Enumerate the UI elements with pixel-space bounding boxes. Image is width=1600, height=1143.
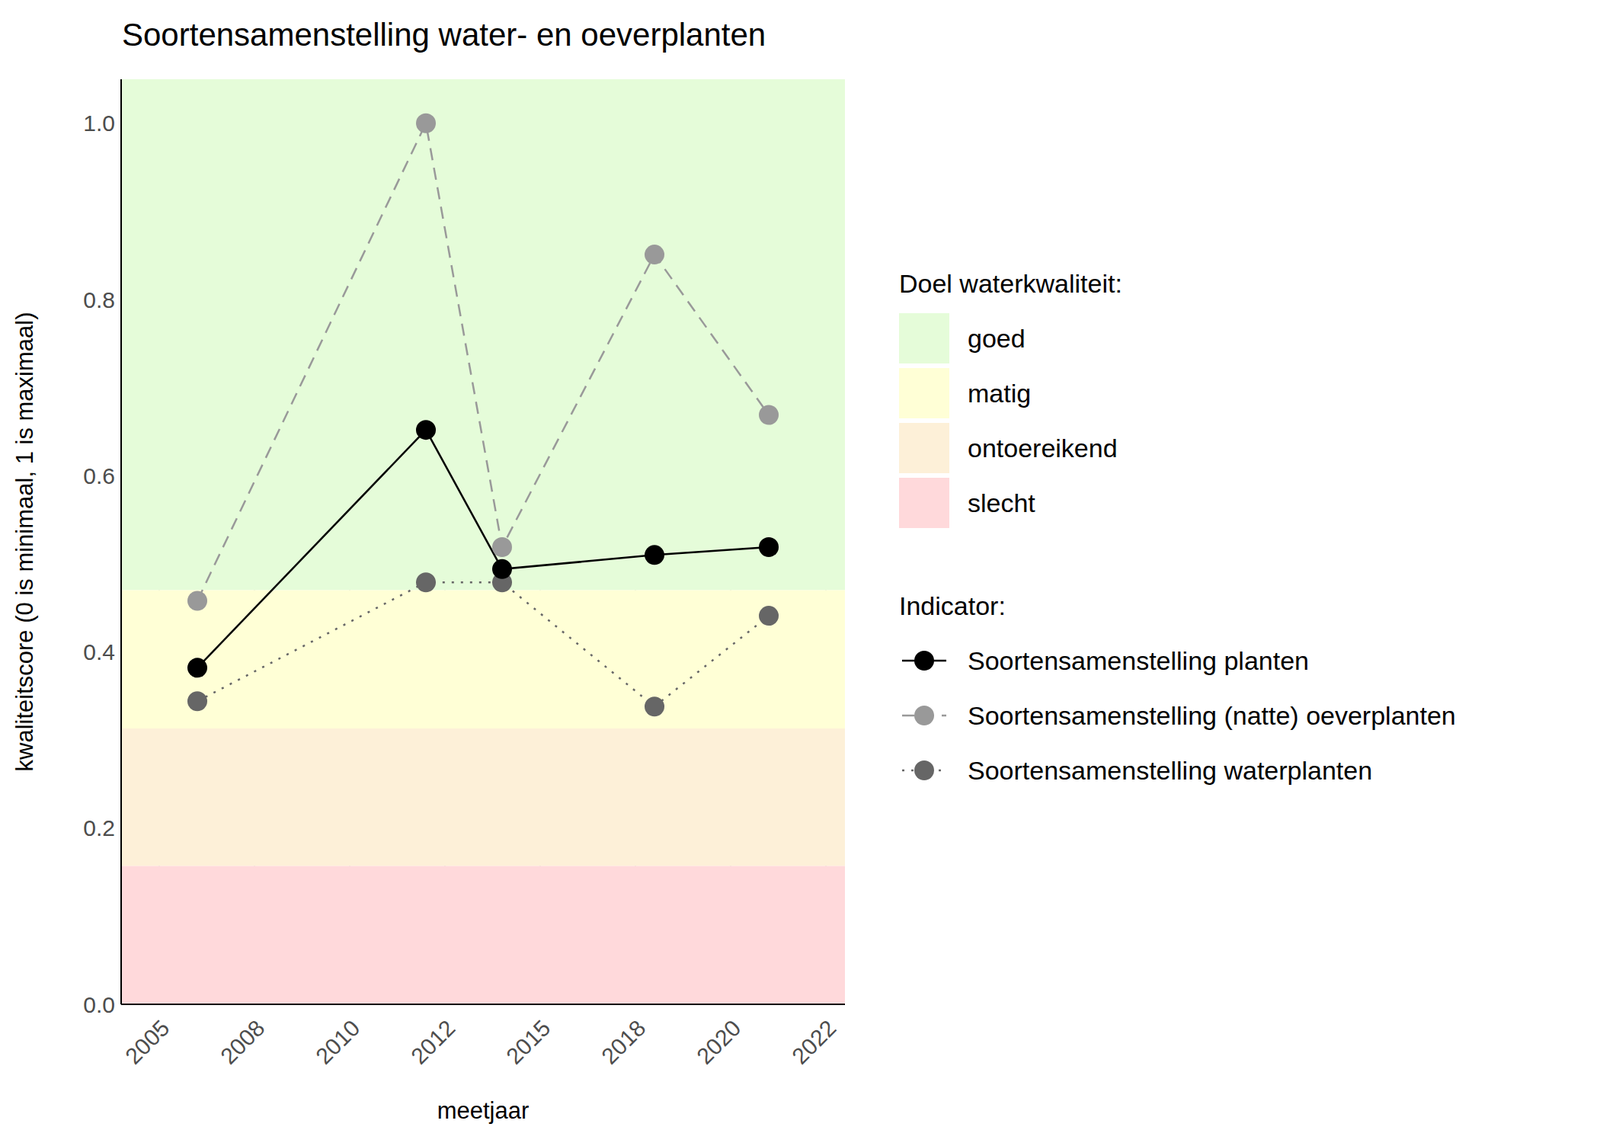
html-text:ontoereikend: ontoereikend — [967, 433, 1118, 463]
svg-text:2008: 2008 — [215, 1014, 270, 1069]
html-text:Soortensamenstelling planten: Soortensamenstelling planten — [967, 645, 1309, 675]
html-text:Soortensamenstelling (natte) o: Soortensamenstelling (natte) oeverplante… — [967, 700, 1456, 730]
html-text:goed: goed — [967, 323, 1026, 353]
html-text:Soortensamenstelling waterplan: Soortensamenstelling waterplanten — [967, 755, 1373, 785]
html-text:slecht: slecht — [967, 488, 1036, 517]
svg-text:2010: 2010 — [310, 1014, 365, 1069]
svg-text:0.0: 0.0 — [83, 992, 116, 1018]
svg-text:2015: 2015 — [501, 1014, 556, 1069]
svg-text:meetjaar: meetjaar — [437, 1097, 530, 1124]
svg-text:2022: 2022 — [787, 1014, 842, 1069]
svg-text:0.6: 0.6 — [83, 463, 116, 489]
svg-text:2012: 2012 — [406, 1014, 461, 1069]
svg-text:0.8: 0.8 — [83, 287, 116, 313]
svg-text:2018: 2018 — [596, 1014, 651, 1069]
svg-text:2005: 2005 — [120, 1014, 175, 1069]
svg-text:1.0: 1.0 — [83, 110, 116, 136]
svg-text:0.2: 0.2 — [83, 815, 116, 841]
svg-text:0.4: 0.4 — [83, 639, 116, 665]
svg-text:kwaliteitscore (0 is minimaal,: kwaliteitscore (0 is minimaal, 1 is maxi… — [11, 312, 39, 772]
html-text:matig: matig — [967, 378, 1031, 408]
svg-text:2020: 2020 — [691, 1014, 746, 1069]
html-text:Soortensamenstelling water- en: Soortensamenstelling water- en oeverplan… — [121, 16, 766, 53]
html-text:Indicator:: Indicator: — [899, 591, 1006, 621]
html-text:Doel waterkwaliteit:: Doel waterkwaliteit: — [899, 268, 1123, 298]
